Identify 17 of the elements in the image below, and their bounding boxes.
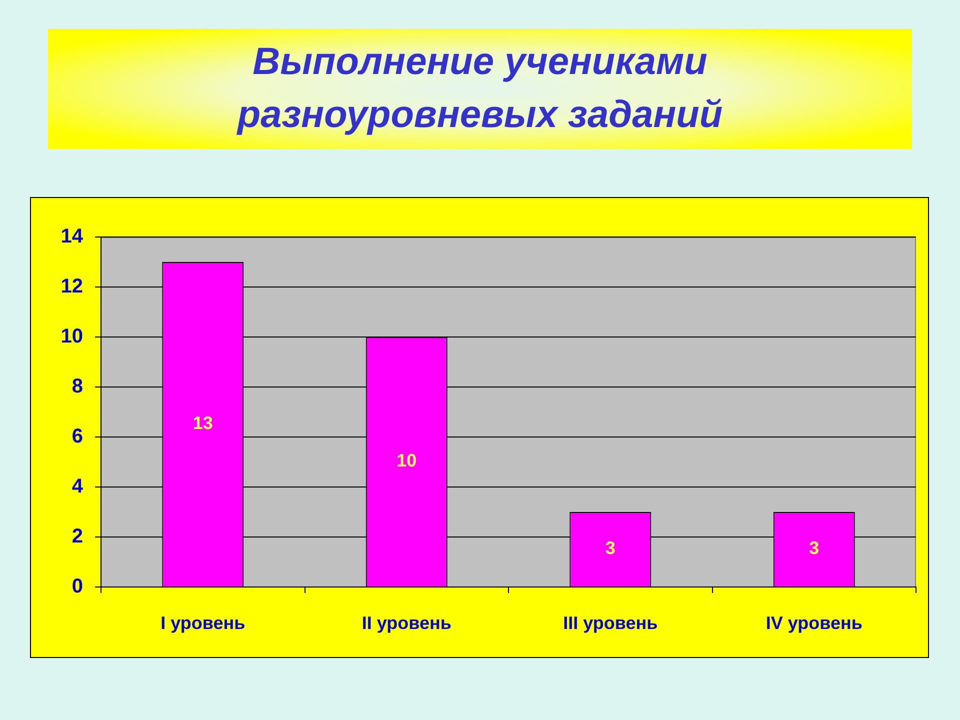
data-label: 3 <box>605 538 616 558</box>
x-tick-label: III уровень <box>563 612 658 633</box>
y-tick-label: 12 <box>60 276 83 298</box>
y-tick-label: 4 <box>72 476 84 498</box>
x-tick-label: II уровень <box>362 612 452 633</box>
y-tick-label: 2 <box>72 526 83 548</box>
chart-title: Выполнение учениками разноуровневых заданий <box>236 40 724 138</box>
y-tick-label: 6 <box>72 426 83 448</box>
y-tick-label: 8 <box>72 376 83 398</box>
data-label: 10 <box>396 450 417 471</box>
y-tick-label: 14 <box>60 226 84 248</box>
x-tick-label: IV уровень <box>766 612 862 633</box>
x-tick-label: I уровень <box>160 612 246 633</box>
y-tick-label: 10 <box>60 326 83 348</box>
data-label: 3 <box>809 538 820 558</box>
data-label: 13 <box>192 413 213 434</box>
y-tick-label: 0 <box>72 576 83 598</box>
